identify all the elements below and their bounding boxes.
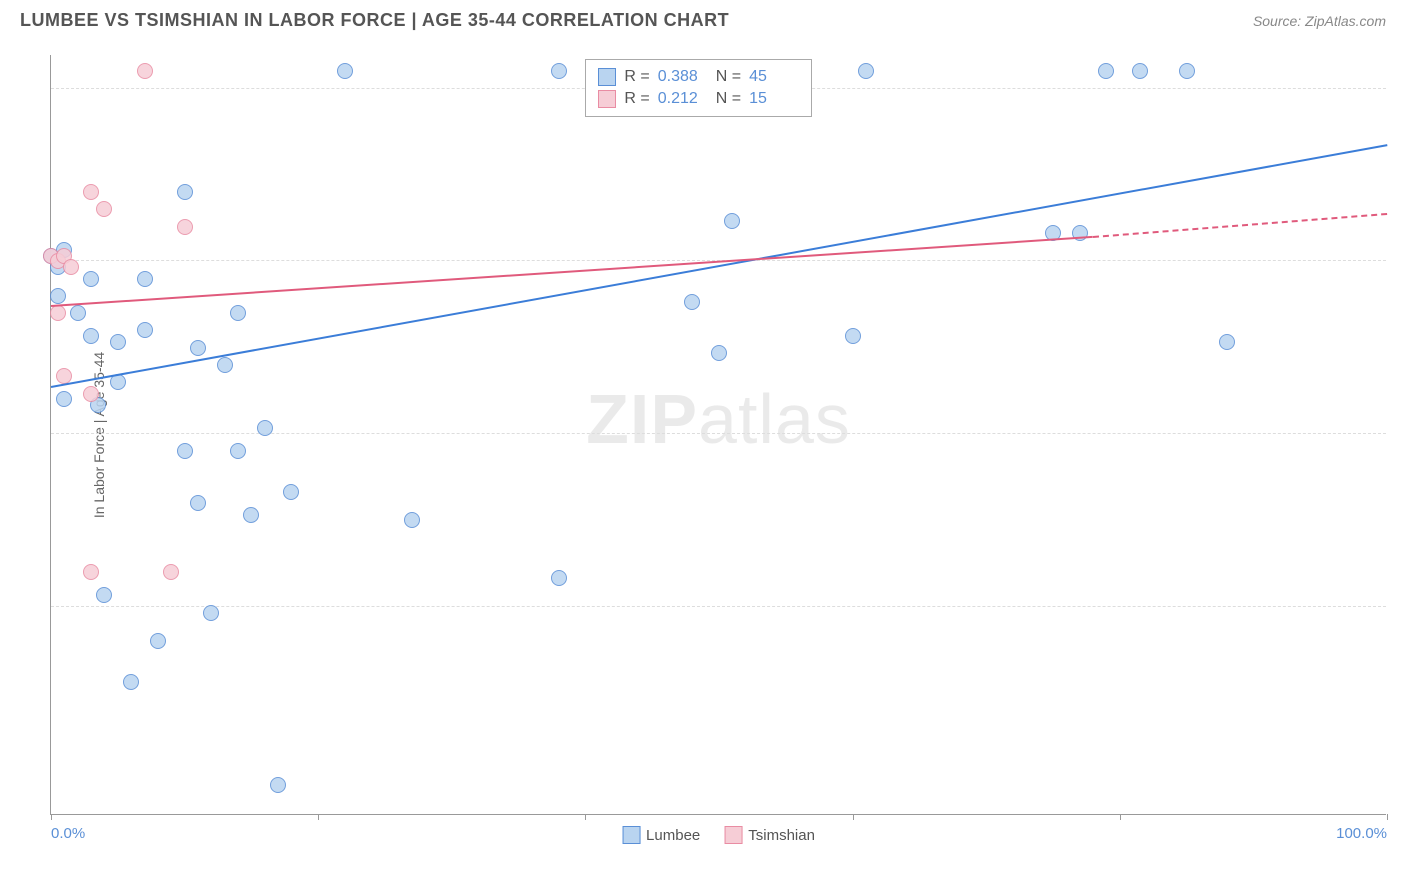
data-point bbox=[711, 345, 727, 361]
stats-n-value: 15 bbox=[749, 90, 799, 108]
data-point bbox=[83, 184, 99, 200]
data-point bbox=[724, 213, 740, 229]
data-point bbox=[96, 201, 112, 217]
data-point bbox=[163, 564, 179, 580]
data-point bbox=[551, 570, 567, 586]
data-point bbox=[1098, 63, 1114, 79]
data-point bbox=[150, 633, 166, 649]
legend-swatch bbox=[598, 90, 616, 108]
source-label: Source: ZipAtlas.com bbox=[1253, 13, 1386, 29]
data-point bbox=[83, 271, 99, 287]
data-point bbox=[283, 484, 299, 500]
x-tick bbox=[51, 814, 52, 820]
data-point bbox=[137, 63, 153, 79]
stats-row: R = 0.388 N = 45 bbox=[598, 66, 799, 88]
data-point bbox=[1179, 63, 1195, 79]
data-point bbox=[217, 357, 233, 373]
x-tick-label: 0.0% bbox=[51, 825, 85, 842]
legend-swatch bbox=[622, 826, 640, 844]
legend-swatch bbox=[598, 68, 616, 86]
x-tick bbox=[1120, 814, 1121, 820]
stats-r-value: 0.388 bbox=[658, 68, 708, 86]
x-tick bbox=[585, 814, 586, 820]
data-point bbox=[83, 328, 99, 344]
stats-row: R = 0.212 N = 15 bbox=[598, 88, 799, 110]
gridline bbox=[51, 606, 1386, 607]
y-tick-label: 55.0% bbox=[1396, 598, 1406, 615]
x-tick bbox=[318, 814, 319, 820]
data-point bbox=[845, 328, 861, 344]
data-point bbox=[137, 271, 153, 287]
data-point bbox=[230, 443, 246, 459]
trend-line bbox=[1093, 213, 1387, 238]
data-point bbox=[177, 443, 193, 459]
data-point bbox=[1219, 334, 1235, 350]
legend-label: Lumbee bbox=[646, 827, 700, 844]
stats-r-label: R = bbox=[624, 90, 649, 108]
chart-title: LUMBEE VS TSIMSHIAN IN LABOR FORCE | AGE… bbox=[20, 10, 729, 31]
stats-legend: R = 0.388 N = 45 R = 0.212 N = 15 bbox=[585, 59, 812, 117]
data-point bbox=[96, 587, 112, 603]
x-tick bbox=[853, 814, 854, 820]
data-point bbox=[684, 294, 700, 310]
data-point bbox=[257, 420, 273, 436]
data-point bbox=[190, 495, 206, 511]
x-tick-label: 100.0% bbox=[1336, 825, 1387, 842]
stats-r-value: 0.212 bbox=[658, 90, 708, 108]
data-point bbox=[63, 259, 79, 275]
y-tick-label: 100.0% bbox=[1396, 80, 1406, 97]
stats-n-label: N = bbox=[716, 68, 741, 86]
data-point bbox=[243, 507, 259, 523]
data-point bbox=[1132, 63, 1148, 79]
y-tick-label: 85.0% bbox=[1396, 253, 1406, 270]
bottom-legend: Lumbee Tsimshian bbox=[622, 826, 815, 844]
legend-label: Tsimshian bbox=[748, 827, 815, 844]
data-point bbox=[110, 334, 126, 350]
data-point bbox=[83, 386, 99, 402]
y-tick-label: 70.0% bbox=[1396, 426, 1406, 443]
data-point bbox=[270, 777, 286, 793]
stats-n-label: N = bbox=[716, 90, 741, 108]
data-point bbox=[83, 564, 99, 580]
stats-n-value: 45 bbox=[749, 68, 799, 86]
data-point bbox=[50, 288, 66, 304]
data-point bbox=[123, 674, 139, 690]
data-point bbox=[56, 391, 72, 407]
legend-swatch bbox=[724, 826, 742, 844]
data-point bbox=[70, 305, 86, 321]
gridline bbox=[51, 433, 1386, 434]
data-point bbox=[858, 63, 874, 79]
data-point bbox=[177, 219, 193, 235]
data-point bbox=[50, 305, 66, 321]
data-point bbox=[404, 512, 420, 528]
data-point bbox=[551, 63, 567, 79]
trend-line bbox=[51, 236, 1093, 307]
scatter-chart: In Labor Force | Age 35-44 ZIPatlas 55.0… bbox=[50, 55, 1386, 815]
legend-item: Lumbee bbox=[622, 826, 700, 844]
x-tick bbox=[1387, 814, 1388, 820]
data-point bbox=[177, 184, 193, 200]
data-point bbox=[203, 605, 219, 621]
data-point bbox=[137, 322, 153, 338]
data-point bbox=[190, 340, 206, 356]
data-point bbox=[230, 305, 246, 321]
legend-item: Tsimshian bbox=[724, 826, 815, 844]
stats-r-label: R = bbox=[624, 68, 649, 86]
data-point bbox=[337, 63, 353, 79]
watermark: ZIPatlas bbox=[586, 379, 851, 459]
